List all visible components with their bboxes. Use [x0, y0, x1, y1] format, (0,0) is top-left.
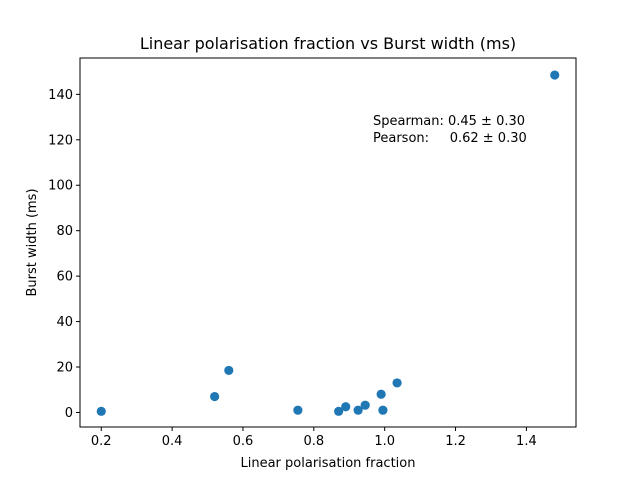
- data-point: [341, 402, 351, 412]
- y-tick-label: 100: [48, 179, 73, 194]
- data-point: [378, 405, 388, 415]
- spearman-annotation: Spearman: 0.45 ± 0.30: [373, 114, 525, 129]
- y-tick-label: 80: [56, 224, 73, 239]
- data-point: [392, 378, 402, 388]
- x-tick-label: 0.6: [233, 434, 254, 449]
- data-point: [96, 406, 106, 416]
- x-axis-ticks: 0.2 0.4 0.6 0.8 1.0 1.2 1.4: [91, 427, 537, 449]
- y-tick-label: 40: [56, 315, 73, 330]
- x-tick-label: 0.2: [91, 434, 112, 449]
- x-tick-label: 1.4: [516, 434, 537, 449]
- plot-content: [96, 70, 560, 416]
- x-tick-label: 0.4: [162, 434, 183, 449]
- x-axis-label: Linear polarisation fraction: [241, 456, 416, 471]
- data-point: [293, 405, 303, 415]
- data-point: [334, 406, 344, 416]
- data-point: [550, 70, 560, 80]
- pearson-annotation: Pearson: 0.62 ± 0.30: [373, 131, 527, 146]
- data-point: [210, 391, 220, 402]
- x-tick-label: 1.0: [374, 434, 395, 449]
- data-point: [224, 365, 234, 376]
- x-tick-label: 0.8: [303, 434, 324, 449]
- data-point: [353, 405, 363, 415]
- y-tick-label: 120: [48, 133, 73, 148]
- y-tick-label: 140: [48, 88, 73, 103]
- plot-frame: [79, 57, 577, 428]
- y-axis-ticks: 0 20 40 60 80 100 120 140: [48, 88, 80, 421]
- y-tick-label: 20: [56, 361, 73, 376]
- y-axis-label: Burst width (ms): [25, 188, 40, 296]
- data-point: [360, 400, 370, 410]
- y-tick-label: 0: [65, 406, 73, 421]
- chart-title: Linear polarisation fraction vs Burst wi…: [140, 34, 516, 53]
- y-tick-label: 60: [56, 270, 73, 285]
- x-tick-label: 1.2: [445, 434, 466, 449]
- data-point: [376, 389, 386, 399]
